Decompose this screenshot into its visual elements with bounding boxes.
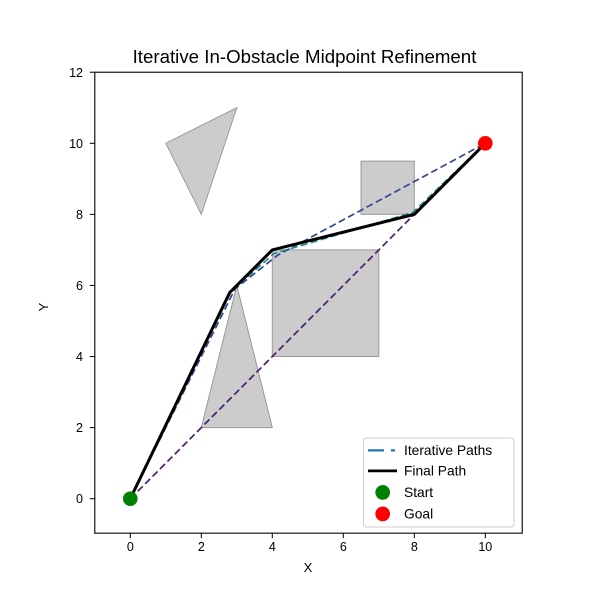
svg-text:Start: Start (404, 485, 433, 500)
svg-text:0: 0 (76, 492, 83, 506)
svg-text:10: 10 (69, 137, 83, 151)
svg-text:2: 2 (198, 540, 205, 554)
svg-text:8: 8 (411, 540, 418, 554)
svg-text:4: 4 (76, 350, 83, 364)
svg-text:X: X (304, 560, 313, 575)
svg-text:2: 2 (76, 421, 83, 435)
svg-text:10: 10 (478, 540, 492, 554)
svg-text:Iterative Paths: Iterative Paths (404, 443, 492, 458)
svg-text:0: 0 (127, 540, 134, 554)
svg-text:12: 12 (69, 66, 83, 80)
svg-text:6: 6 (76, 279, 83, 293)
svg-text:Iterative In-Obstacle Midpoint: Iterative In-Obstacle Midpoint Refinemen… (133, 46, 478, 67)
svg-text:6: 6 (340, 540, 347, 554)
svg-text:4: 4 (269, 540, 276, 554)
svg-text:8: 8 (76, 208, 83, 222)
svg-text:Final Path: Final Path (404, 464, 466, 479)
svg-text:Goal: Goal (404, 507, 433, 522)
svg-text:Y: Y (36, 302, 51, 311)
